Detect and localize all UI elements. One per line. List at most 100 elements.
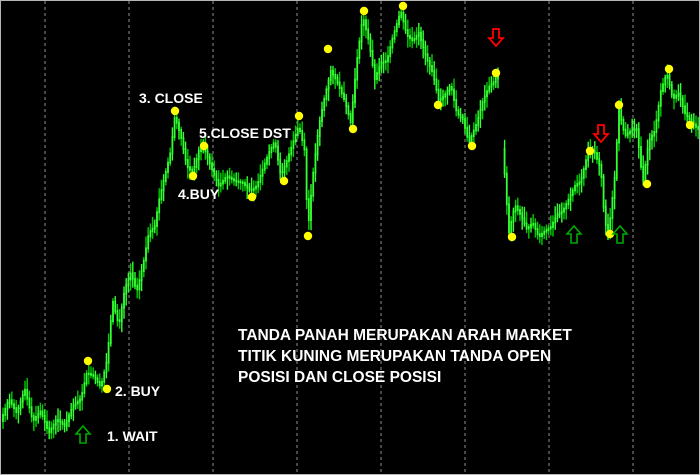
candle-body: [609, 217, 612, 231]
candle-body: [235, 179, 238, 183]
candle-body: [459, 113, 462, 118]
note-line-2: TITIK KUNING MERUPAKAN TANDA OPEN: [238, 348, 552, 365]
candle-body: [332, 70, 334, 76]
candle-body: [607, 224, 609, 231]
candle-body: [274, 142, 277, 148]
candle-body: [50, 427, 53, 434]
candle-body: [549, 226, 552, 230]
candle-body: [373, 64, 376, 80]
candle-body: [266, 156, 268, 165]
candle-body: [490, 83, 493, 88]
candle-body: [442, 95, 444, 100]
candle-body: [400, 11, 403, 18]
candle-body: [464, 118, 466, 129]
candle-body: [19, 400, 22, 410]
candle-body: [349, 113, 352, 124]
candle-body: [444, 93, 447, 98]
candle-body: [197, 150, 200, 161]
candle-body: [523, 217, 526, 225]
candle-body: [283, 165, 286, 173]
candle-body: [180, 129, 183, 139]
candle-body: [142, 259, 145, 272]
candle-body: [604, 205, 607, 226]
candle-body: [74, 402, 77, 407]
candle-body: [600, 163, 603, 179]
candle-body: [189, 166, 191, 171]
candle-body: [505, 172, 508, 206]
candle-body: [103, 371, 106, 383]
candle-body: [299, 127, 301, 132]
candle-body: [30, 406, 33, 418]
candle-body: [118, 319, 121, 323]
candle-body: [136, 284, 139, 291]
candle-body: [98, 381, 101, 387]
candle-body: [552, 221, 554, 228]
candle-body: [356, 57, 359, 81]
candle-body: [237, 180, 240, 183]
candle-body: [602, 176, 605, 208]
candle-body: [321, 109, 323, 122]
candle-body: [334, 73, 337, 80]
candle-body: [248, 186, 251, 191]
candle-body: [615, 141, 618, 179]
candle-body: [541, 232, 543, 237]
yellow-dot-icon: [642, 179, 652, 189]
candle-body: [580, 176, 583, 184]
candle-body: [288, 153, 290, 162]
candle-body: [127, 278, 130, 287]
candle-body: [538, 233, 541, 237]
candle-body: [107, 342, 110, 364]
candle-body: [424, 46, 427, 56]
label-buy-1: 2. BUY: [115, 383, 161, 399]
candle-body: [433, 70, 436, 81]
candle-body: [637, 128, 640, 148]
direction-arrows: [74, 28, 629, 444]
candle-body: [147, 235, 150, 250]
candle-body: [470, 135, 473, 143]
candle-body: [17, 407, 20, 413]
candle-body: [57, 419, 59, 422]
candle-body: [52, 423, 55, 430]
candle-body: [488, 85, 491, 93]
candle-body: [65, 420, 68, 427]
candle-body: [151, 227, 154, 233]
candle-body: [140, 270, 143, 282]
candle-body: [149, 230, 152, 238]
candle-body: [261, 168, 264, 177]
candle-body: [79, 398, 81, 403]
candle-body: [351, 101, 354, 124]
candle-body: [422, 39, 425, 49]
candle-body: [277, 145, 279, 161]
candle-body: [200, 148, 202, 152]
candle-body: [96, 377, 99, 383]
candle-body: [582, 168, 585, 179]
candle-body: [290, 146, 293, 156]
candle-body: [167, 161, 169, 173]
candle-body: [624, 128, 627, 137]
candle-body: [391, 37, 394, 49]
up-arrow-icon: [74, 424, 92, 444]
explanation-note: TANDA PANAH MERUPAKAN ARAH MARKET TITIK …: [238, 325, 658, 388]
candle-body: [105, 361, 108, 374]
yellow-dot-icon: [83, 356, 93, 366]
candle-body: [145, 247, 147, 262]
up-arrow-icon: [611, 224, 629, 244]
candle-body: [455, 98, 458, 112]
candle-body: [426, 53, 429, 62]
candle-body: [483, 95, 486, 103]
candle-body: [59, 419, 62, 423]
candle-body: [164, 170, 167, 182]
candle-body: [668, 74, 671, 87]
candle-body: [697, 125, 699, 130]
candle-body: [360, 24, 363, 43]
candle-body: [244, 182, 246, 187]
candle-body: [527, 226, 530, 230]
candle-body: [516, 205, 519, 211]
candle-body: [171, 136, 174, 155]
candle-body: [585, 159, 587, 170]
candle-body: [620, 108, 623, 121]
candle-body: [109, 320, 112, 344]
candle-body: [486, 90, 488, 98]
candle-body: [15, 407, 18, 413]
